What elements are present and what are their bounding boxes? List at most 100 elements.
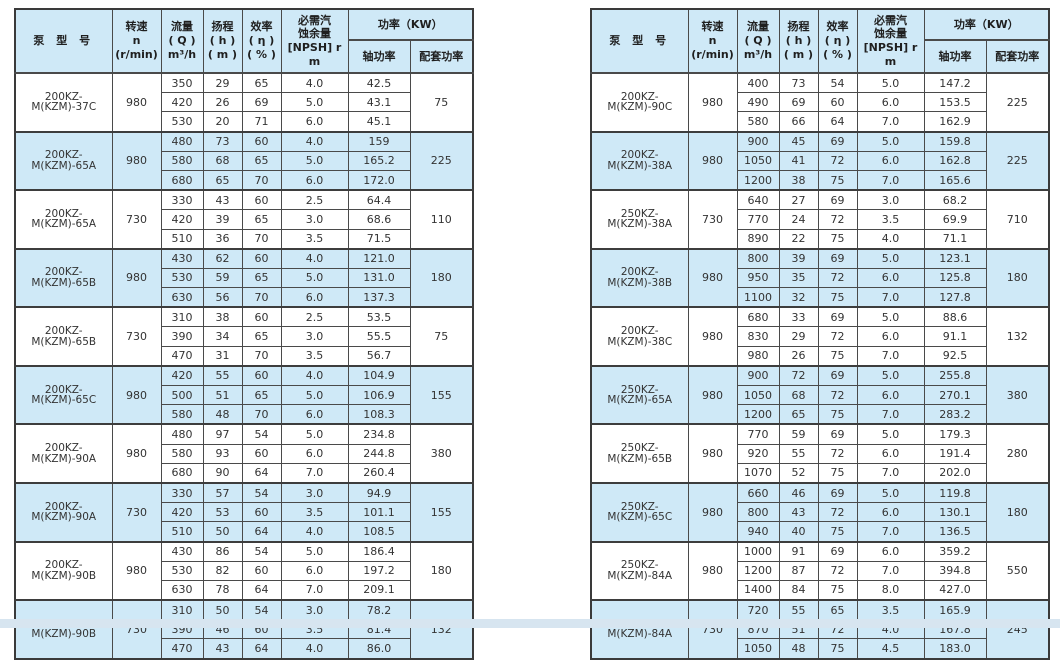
flow-value: 330 — [160, 189, 204, 211]
col-header-flow: 流量 ( Q ) m³/h — [160, 8, 204, 74]
npsh-value: 6.0 — [856, 92, 925, 113]
matched-power-value: 710 — [985, 189, 1050, 250]
efficiency-value: 69 — [817, 247, 858, 269]
efficiency-value: 75 — [817, 228, 858, 250]
efficiency-value: 65 — [241, 326, 282, 347]
flow-value: 390 — [160, 326, 204, 347]
efficiency-value: 54 — [817, 72, 858, 94]
npsh-value: 3.0 — [280, 326, 349, 347]
head-value: 32 — [778, 287, 819, 308]
efficiency-value: 60 — [241, 364, 282, 386]
flow-value: 800 — [736, 502, 780, 523]
matched-power-value: 75 — [409, 306, 474, 367]
flow-value: 310 — [160, 306, 204, 328]
head-value: 68 — [202, 150, 243, 171]
table-row: 200KZ-M(KZM)-65A 730 330 43 60 2.5 64.4 110 — [14, 189, 474, 250]
npsh-value: 5.0 — [856, 364, 925, 386]
npsh-value: 3.0 — [856, 189, 925, 211]
flow-value: 530 — [160, 560, 204, 581]
npsh-value: 5.0 — [856, 481, 925, 504]
col-header-shaft-power: 轴功率 — [923, 39, 987, 74]
flow-value: 1200 — [736, 560, 780, 581]
pump-speed: 980 — [687, 306, 738, 367]
npsh-value: 4.0 — [856, 228, 925, 250]
pump-model: 200KZ-M(KZM)-37C — [14, 72, 113, 133]
efficiency-value: 69 — [817, 130, 858, 152]
pump-model: 200KZ-M(KZM)-65C — [14, 364, 113, 425]
efficiency-value: 64 — [817, 111, 858, 133]
efficiency-value: 65 — [817, 599, 858, 621]
pump-speed: 980 — [687, 364, 738, 425]
head-value: 29 — [202, 72, 243, 94]
pump-model: 200KZ-M(KZM)-65B — [14, 247, 113, 308]
flow-value: 1400 — [736, 579, 780, 601]
efficiency-value: 71 — [241, 111, 282, 133]
pump-speed: 980 — [111, 72, 162, 133]
head-value: 22 — [778, 228, 819, 250]
shaft-power-value: 56.7 — [347, 345, 411, 367]
flow-value: 720 — [736, 599, 780, 621]
flow-value: 770 — [736, 423, 780, 445]
head-value: 43 — [202, 189, 243, 211]
table-row: 580 66 64 7.0 162.9 — [591, 111, 1049, 133]
head-value: 65 — [202, 169, 243, 191]
table-row: 510 36 70 3.5 71.5 — [15, 228, 473, 250]
efficiency-value: 69 — [817, 481, 858, 504]
table-row: 580 48 70 6.0 108.3 — [15, 404, 473, 425]
flow-value: 420 — [160, 364, 204, 386]
table-row: 200KZ-M(KZM)-65B 730 310 38 60 2.5 53.5 75 — [14, 306, 474, 367]
table-row: 1400 84 75 8.0 427.0 — [591, 579, 1049, 601]
pump-speed: 730 — [111, 481, 162, 542]
efficiency-value: 75 — [817, 169, 858, 191]
head-value: 51 — [202, 384, 243, 406]
flow-value: 330 — [160, 481, 204, 504]
shaft-power-value: 108.5 — [347, 521, 411, 542]
flow-value: 530 — [160, 111, 204, 133]
efficiency-value: 65 — [241, 209, 282, 230]
flow-value: 890 — [736, 228, 780, 250]
head-value: 33 — [778, 306, 819, 328]
npsh-value: 7.0 — [856, 287, 925, 308]
flow-value: 980 — [736, 345, 780, 367]
npsh-value: 7.0 — [280, 462, 349, 484]
pump-model: 200KZ-M(KZM)-38A — [590, 130, 689, 191]
pump-speed: 730 — [111, 189, 162, 250]
table-row: 1070 52 75 7.0 202.0 — [591, 462, 1049, 484]
head-value: 62 — [202, 247, 243, 269]
matched-power-value: 180 — [985, 247, 1050, 308]
shaft-power-value: 64.4 — [347, 189, 411, 211]
flow-value: 660 — [736, 481, 780, 504]
flow-value: 510 — [160, 228, 204, 250]
flow-value: 480 — [160, 423, 204, 445]
efficiency-value: 60 — [241, 443, 282, 464]
flow-value: 900 — [736, 130, 780, 152]
flow-value: 580 — [160, 443, 204, 464]
npsh-value: 8.0 — [856, 579, 925, 601]
flow-value: 1050 — [736, 384, 780, 406]
table-row: 250KZ-M(KZM)-84A 980 1000 91 69 6.0 359.2 550 — [590, 540, 1050, 601]
table-header: 泵 型 号 转速 n (r/min) 流量 ( Q ) m³/h 扬程 ( h … — [14, 8, 474, 74]
table-row: 530 20 71 6.0 45.1 — [15, 111, 473, 133]
flow-value: 580 — [160, 404, 204, 425]
efficiency-value: 54 — [241, 423, 282, 445]
flow-value: 630 — [160, 579, 204, 601]
head-value: 45 — [778, 130, 819, 152]
bottom-band — [0, 619, 1060, 628]
efficiency-value: 72 — [817, 502, 858, 523]
shaft-power-value: 186.4 — [347, 540, 411, 562]
col-header-head: 扬程 ( h ) ( m ) — [202, 8, 243, 74]
efficiency-value: 65 — [241, 150, 282, 171]
head-value: 20 — [202, 111, 243, 133]
shaft-power-value: 86.0 — [347, 638, 411, 660]
npsh-value: 5.0 — [280, 423, 349, 445]
pump-speed: 730 — [111, 306, 162, 367]
pump-model: 200KZ-M(KZM)-65B — [14, 306, 113, 367]
flow-value: 470 — [160, 638, 204, 660]
matched-power-value: 245 — [985, 599, 1050, 660]
head-value: 55 — [202, 364, 243, 386]
npsh-value: 3.5 — [856, 599, 925, 621]
head-value: 78 — [202, 579, 243, 601]
efficiency-value: 60 — [241, 560, 282, 581]
table-row: 530 59 65 5.0 131.0 — [15, 267, 473, 289]
head-value: 65 — [778, 404, 819, 425]
